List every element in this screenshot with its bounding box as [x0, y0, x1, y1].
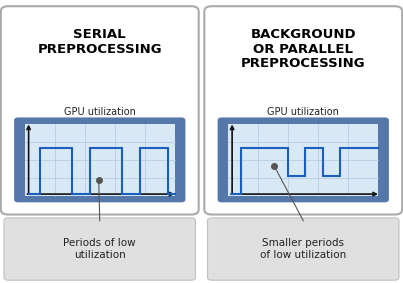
FancyBboxPatch shape	[208, 218, 399, 280]
Text: Smaller periods
of low utilization: Smaller periods of low utilization	[260, 238, 347, 260]
FancyBboxPatch shape	[228, 124, 378, 196]
Text: GPU utilization: GPU utilization	[64, 107, 136, 117]
Text: BACKGROUND
OR PARALLEL
PREPROCESSING: BACKGROUND OR PARALLEL PREPROCESSING	[241, 28, 366, 70]
Text: GPU utilization: GPU utilization	[267, 107, 339, 117]
FancyBboxPatch shape	[204, 6, 402, 215]
FancyBboxPatch shape	[4, 218, 195, 280]
FancyBboxPatch shape	[1, 6, 199, 215]
FancyBboxPatch shape	[25, 124, 175, 196]
Text: Periods of low
utilization: Periods of low utilization	[63, 238, 136, 260]
FancyBboxPatch shape	[14, 117, 185, 202]
Text: SERIAL
PREPROCESSING: SERIAL PREPROCESSING	[37, 28, 162, 56]
FancyBboxPatch shape	[218, 117, 389, 202]
